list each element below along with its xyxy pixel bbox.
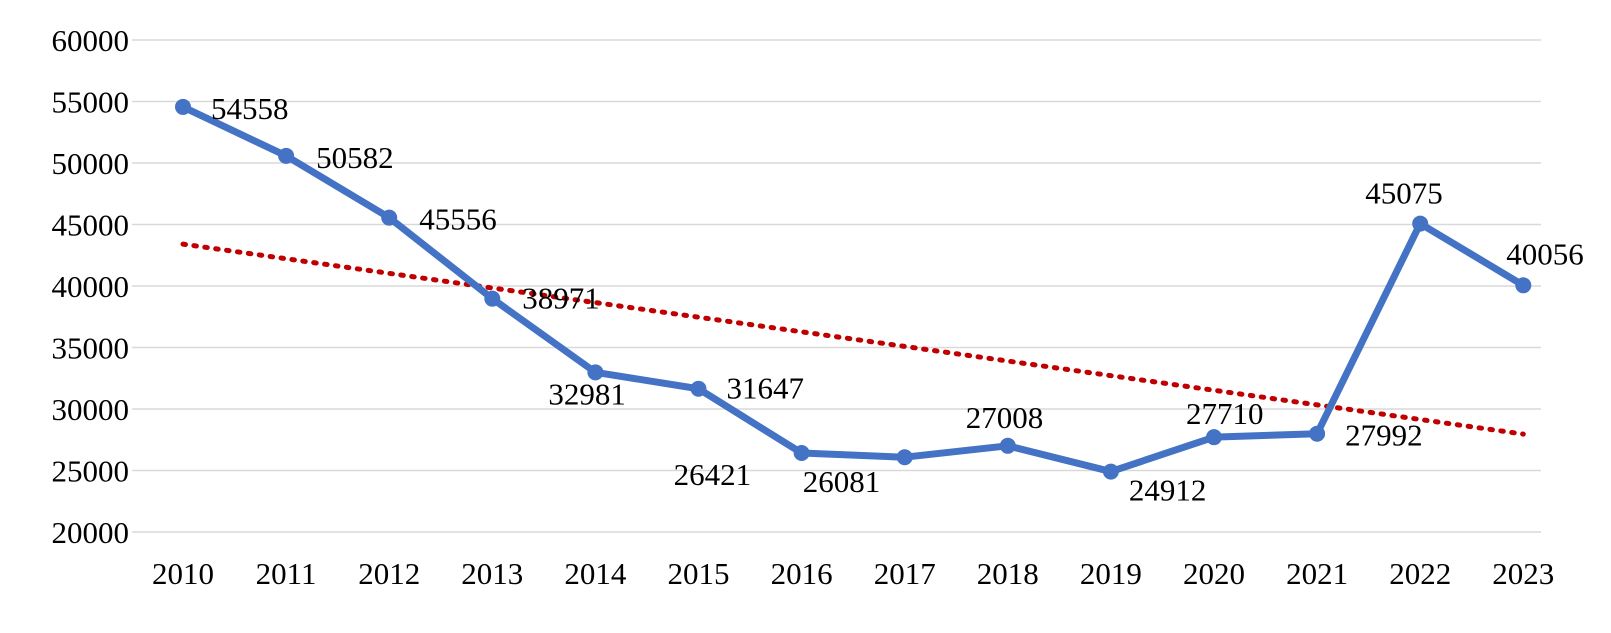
series-group <box>175 98 1532 480</box>
series-line <box>179 103 1527 476</box>
gridlines <box>132 39 1541 533</box>
y-tick-label-25000: 25000 <box>52 454 130 489</box>
x-tick-label-2013: 2013 <box>461 556 523 591</box>
x-tick-label-2018: 2018 <box>977 556 1039 591</box>
x-tick-label-2015: 2015 <box>668 556 730 591</box>
data-label-2017: 26081 <box>803 464 881 499</box>
y-tick-label-45000: 45000 <box>52 208 130 243</box>
data-label-2021: 27992 <box>1345 418 1423 453</box>
y-tick-label-35000: 35000 <box>52 331 130 366</box>
data-labels: 54558 50582 45556 38971 32981 31647 26421 26081… <box>211 91 1584 508</box>
data-point-2013 <box>484 290 501 307</box>
y-axis-tick-labels: 20000 25000 30000 35000 40000 45000 50000 55000… <box>52 23 130 550</box>
x-tick-label-2012: 2012 <box>358 556 420 591</box>
data-label-2011: 50582 <box>316 140 394 175</box>
data-point-2019 <box>1102 463 1119 480</box>
y-tick-label-40000: 40000 <box>52 269 130 304</box>
data-point-2011 <box>278 147 295 164</box>
data-label-2020: 27710 <box>1186 396 1264 431</box>
data-point-2018 <box>999 437 1016 454</box>
x-tick-label-2023: 2023 <box>1492 556 1554 591</box>
data-label-2018: 27008 <box>966 400 1044 435</box>
x-tick-label-2019: 2019 <box>1080 556 1142 591</box>
data-point-2017 <box>896 449 913 466</box>
data-label-2013: 38971 <box>522 281 600 316</box>
data-point-2021 <box>1309 425 1326 442</box>
x-tick-label-2021: 2021 <box>1286 556 1348 591</box>
data-label-2016: 26421 <box>674 457 752 492</box>
y-tick-label-20000: 20000 <box>52 515 130 550</box>
y-tick-label-55000: 55000 <box>52 85 130 120</box>
x-tick-label-2011: 2011 <box>256 556 317 591</box>
data-label-2012: 45556 <box>419 202 497 237</box>
data-point-2010 <box>175 98 191 115</box>
data-point-2022 <box>1412 215 1429 232</box>
data-label-2015: 31647 <box>727 371 805 406</box>
data-point-2016 <box>793 445 810 462</box>
x-tick-label-2014: 2014 <box>564 556 627 591</box>
y-tick-label-50000: 50000 <box>52 146 130 181</box>
data-label-2022: 45075 <box>1365 176 1443 211</box>
data-point-2012 <box>381 209 398 226</box>
x-axis-tick-labels: 2010 2011 2012 2013 2014 2015 2016 2017 2018 2019… <box>152 556 1554 591</box>
data-label-2010: 54558 <box>211 91 289 126</box>
x-tick-label-2016: 2016 <box>771 556 833 591</box>
y-tick-label-60000: 60000 <box>52 23 130 58</box>
data-point-2015 <box>690 380 707 397</box>
data-point-2023 <box>1515 277 1532 294</box>
y-tick-label-30000: 30000 <box>52 392 130 427</box>
x-tick-label-2017: 2017 <box>874 556 936 591</box>
data-label-2019: 24912 <box>1129 473 1207 508</box>
x-tick-label-2020: 2020 <box>1183 556 1245 591</box>
x-tick-label-2022: 2022 <box>1389 556 1451 591</box>
data-label-2023: 40056 <box>1506 236 1584 271</box>
x-tick-label-2010: 2010 <box>152 556 214 591</box>
data-point-2020 <box>1206 429 1222 446</box>
trendline <box>180 241 1526 437</box>
data-label-2014: 32981 <box>548 376 626 411</box>
trendline-group <box>180 241 1526 437</box>
data-point-2014 <box>587 364 604 381</box>
